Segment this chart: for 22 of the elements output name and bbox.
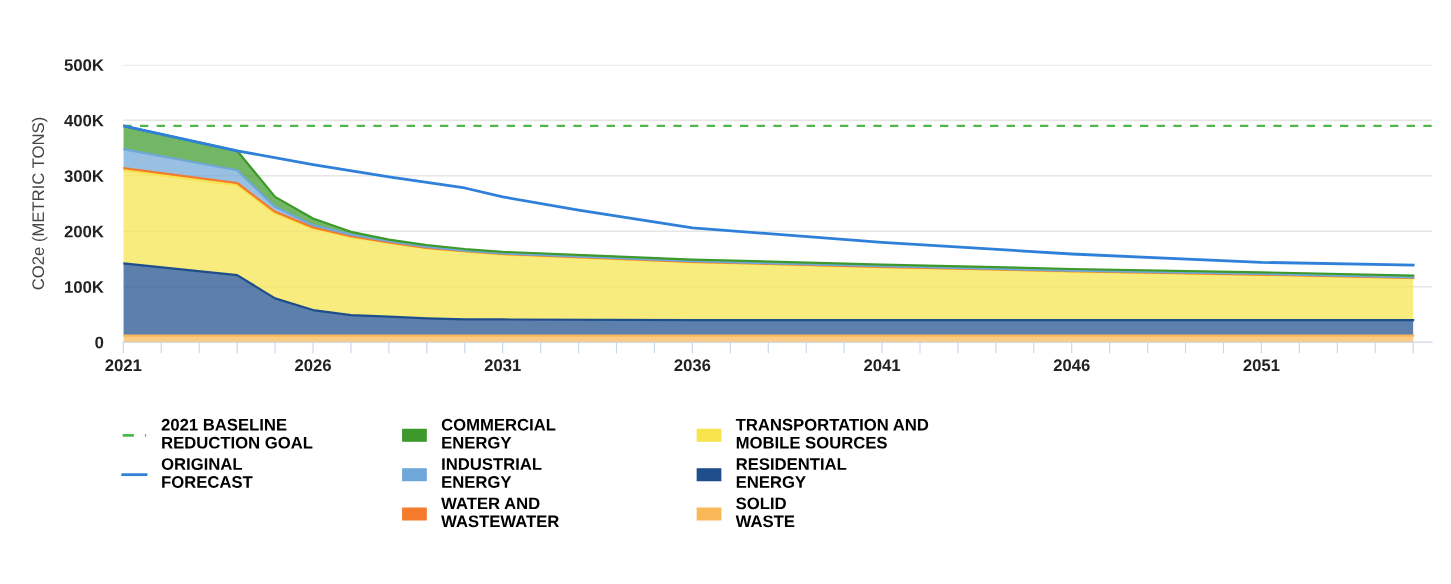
x-tick-label: 2041: [864, 359, 901, 372]
x-tick-label: 2021: [105, 359, 142, 372]
y-tick-label: 200K: [64, 225, 104, 238]
y-axis-title: CO2e (METRIC TONS): [31, 117, 48, 290]
x-tick-label: 2051: [1243, 359, 1280, 372]
x-tick-label: 2046: [1053, 359, 1090, 372]
legend-label: WATER AND WASTEWATER: [441, 497, 559, 528]
legend-label: TRANSPORTATION AND MOBILE SOURCES: [735, 418, 929, 449]
x-tick-label: 2026: [295, 359, 331, 372]
legend-label: INDUSTRIAL ENERGY: [442, 458, 542, 488]
y-tick-label: 400K: [64, 114, 104, 127]
legend-label: ORIGINAL FORECAST: [161, 458, 253, 488]
y-tick-label: 0: [95, 336, 104, 349]
y-tick-label: 500K: [64, 59, 104, 72]
y-tick-label: 100K: [65, 281, 104, 293]
x-tick-label: 2031: [484, 359, 521, 372]
legend-label: RESIDENTIAL ENERGY: [736, 458, 847, 488]
legend-label: COMMERCIAL ENERGY: [441, 418, 556, 449]
y-tick-label: 300K: [64, 170, 104, 183]
legend-label: SOLID WASTE: [735, 497, 795, 528]
x-tick-label: 2036: [674, 359, 711, 372]
legend-label: 2021 BASELINE REDUCTION GOAL: [161, 418, 313, 449]
